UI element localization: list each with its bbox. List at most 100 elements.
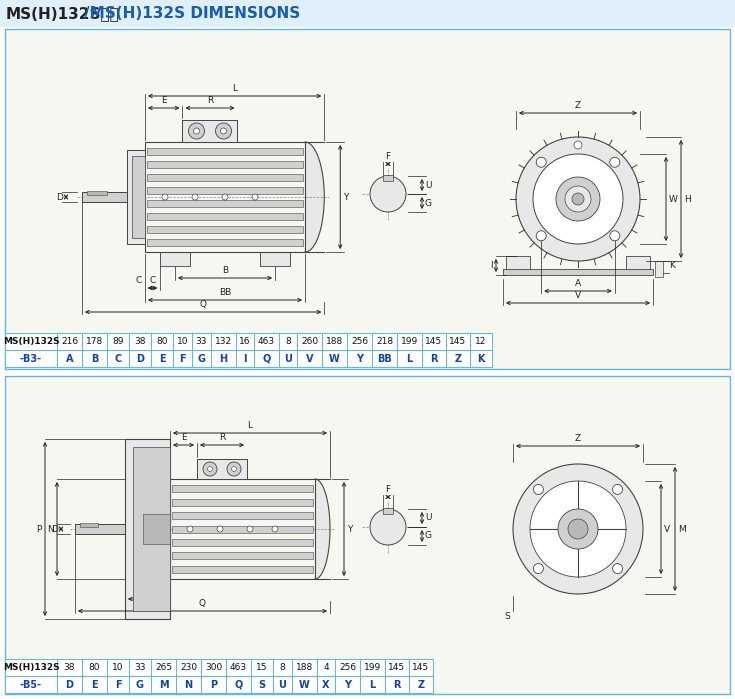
Bar: [251, 676, 273, 693]
Bar: [297, 350, 322, 367]
Text: L: L: [232, 84, 237, 93]
Text: 256: 256: [339, 663, 356, 672]
Text: W: W: [299, 679, 310, 689]
Bar: [201, 659, 226, 676]
Bar: [211, 333, 236, 350]
Bar: [192, 350, 211, 367]
Bar: [422, 350, 446, 367]
Text: Z: Z: [575, 434, 581, 443]
Text: 145: 145: [426, 337, 442, 346]
Text: P: P: [37, 524, 42, 533]
Circle shape: [537, 157, 546, 167]
Circle shape: [252, 194, 258, 200]
Bar: [82, 676, 107, 693]
Text: BB: BB: [377, 354, 392, 363]
Bar: [160, 252, 190, 266]
Bar: [82, 192, 127, 202]
Bar: [147, 148, 303, 155]
Text: 145: 145: [388, 663, 406, 672]
Polygon shape: [315, 479, 330, 579]
Bar: [506, 256, 530, 273]
Bar: [226, 676, 251, 693]
Text: 230: 230: [180, 663, 197, 672]
Text: Y: Y: [356, 354, 363, 363]
Bar: [57, 676, 82, 693]
Text: 260: 260: [301, 337, 318, 346]
Bar: [5, 676, 57, 693]
Bar: [173, 350, 192, 367]
Text: L: L: [248, 421, 253, 430]
Text: 256: 256: [351, 337, 368, 346]
Bar: [132, 156, 145, 238]
Bar: [279, 350, 297, 367]
Text: 199: 199: [364, 663, 381, 672]
Bar: [176, 659, 201, 676]
Bar: [172, 552, 313, 559]
Text: F: F: [115, 679, 121, 689]
Text: V: V: [664, 524, 670, 533]
Text: S: S: [504, 612, 510, 621]
Bar: [397, 333, 422, 350]
Text: Y: Y: [347, 524, 352, 533]
Circle shape: [192, 194, 198, 200]
Text: D: D: [65, 679, 74, 689]
Text: 188: 188: [296, 663, 313, 672]
Text: 8: 8: [285, 337, 291, 346]
Bar: [172, 565, 313, 572]
Text: M: M: [159, 679, 168, 689]
Text: G: G: [425, 199, 432, 208]
Circle shape: [227, 462, 241, 476]
Bar: [82, 333, 107, 350]
Text: BB: BB: [219, 288, 231, 297]
Text: 218: 218: [376, 337, 393, 346]
Circle shape: [188, 123, 204, 139]
Circle shape: [572, 193, 584, 205]
Text: D: D: [56, 192, 63, 201]
Bar: [5, 376, 730, 694]
Bar: [172, 539, 313, 546]
Bar: [385, 659, 409, 676]
Bar: [107, 333, 129, 350]
Text: E: E: [91, 679, 98, 689]
Text: G: G: [198, 354, 206, 363]
Bar: [182, 120, 237, 142]
Text: 16: 16: [240, 337, 251, 346]
Text: 38: 38: [64, 663, 75, 672]
Text: Z: Z: [575, 101, 581, 110]
Text: G: G: [136, 679, 144, 689]
Text: L: L: [370, 679, 376, 689]
Bar: [211, 350, 236, 367]
Circle shape: [272, 526, 278, 532]
Text: Y: Y: [344, 679, 351, 689]
Text: 265: 265: [155, 663, 172, 672]
Circle shape: [220, 128, 226, 134]
Circle shape: [533, 154, 623, 244]
Bar: [129, 350, 151, 367]
Text: I: I: [490, 261, 493, 270]
Bar: [335, 659, 360, 676]
Text: 15: 15: [257, 663, 268, 672]
Bar: [0, 0, 735, 27]
Text: 33: 33: [196, 337, 207, 346]
Bar: [409, 676, 433, 693]
Circle shape: [610, 231, 620, 240]
Circle shape: [215, 123, 232, 139]
Bar: [80, 523, 98, 527]
Bar: [133, 447, 170, 611]
Text: R: R: [219, 433, 225, 442]
Text: Q: Q: [262, 354, 270, 363]
Bar: [297, 333, 322, 350]
Bar: [372, 333, 397, 350]
Text: H: H: [684, 194, 691, 203]
Bar: [82, 659, 107, 676]
Text: /MS(H)132S DIMENSIONS: /MS(H)132S DIMENSIONS: [84, 6, 301, 22]
Bar: [57, 350, 82, 367]
Bar: [147, 239, 303, 246]
Bar: [147, 213, 303, 220]
Text: C: C: [136, 276, 142, 285]
Text: X: X: [322, 679, 330, 689]
Bar: [57, 333, 82, 350]
Circle shape: [370, 176, 406, 212]
Circle shape: [610, 157, 620, 167]
Text: V: V: [306, 354, 313, 363]
